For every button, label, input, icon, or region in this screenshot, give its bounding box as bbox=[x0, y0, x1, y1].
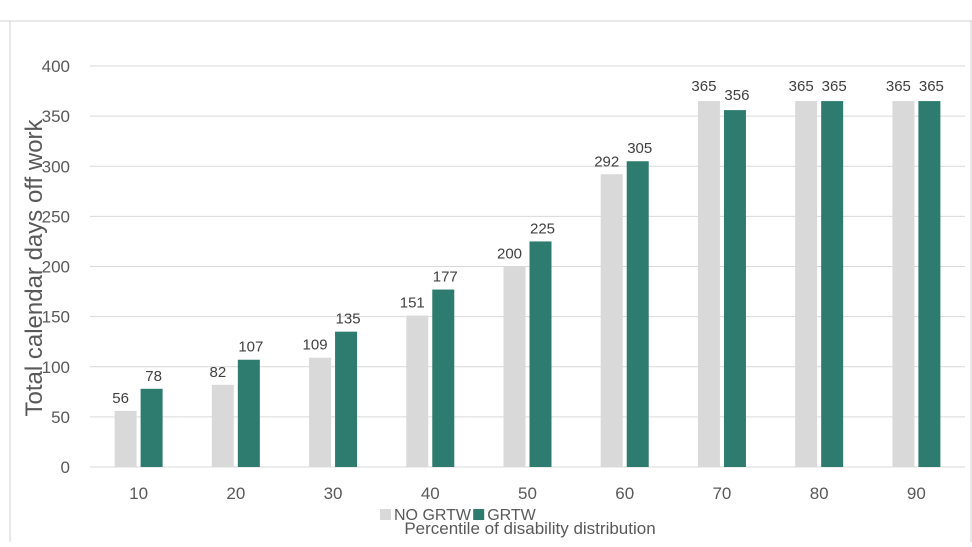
y-tick-label: 350 bbox=[42, 107, 70, 126]
x-tick-label: 50 bbox=[518, 484, 537, 503]
x-tick-label: 30 bbox=[324, 484, 343, 503]
data-label: 305 bbox=[627, 140, 652, 157]
data-label: 151 bbox=[400, 295, 425, 312]
legend: NO GRTW GRTW bbox=[380, 507, 537, 524]
bar-grtw bbox=[140, 388, 163, 467]
data-label: 365 bbox=[789, 78, 814, 95]
data-label: 365 bbox=[886, 78, 911, 95]
legend-swatch bbox=[473, 509, 485, 520]
bar-grtw bbox=[529, 241, 552, 467]
y-tick-label: 400 bbox=[42, 57, 70, 76]
y-tick-label: 150 bbox=[42, 308, 70, 327]
data-label: 135 bbox=[336, 311, 361, 328]
bar-grtw bbox=[626, 161, 649, 468]
bar-no-grtw bbox=[309, 357, 332, 467]
bar-grtw bbox=[821, 101, 844, 468]
data-label: 177 bbox=[433, 269, 458, 286]
data-label: 356 bbox=[724, 87, 749, 104]
y-tick-label: 200 bbox=[42, 258, 70, 277]
data-label: 82 bbox=[209, 364, 226, 381]
bars bbox=[114, 101, 941, 468]
data-label: 365 bbox=[822, 78, 847, 95]
x-tick-label: 60 bbox=[615, 484, 634, 503]
data-label: 225 bbox=[530, 220, 555, 237]
y-tick-label: 300 bbox=[42, 157, 70, 176]
bar-grtw bbox=[723, 110, 746, 468]
y-axis-ticks: 0 50 100 150 200 250 300 350 400 bbox=[42, 57, 70, 477]
bar-no-grtw bbox=[795, 101, 818, 468]
data-label: 292 bbox=[594, 153, 619, 170]
y-tick-label: 250 bbox=[42, 207, 70, 226]
x-axis-ticks: 10 20 30 40 50 60 70 80 90 bbox=[129, 484, 926, 503]
bar-grtw bbox=[335, 331, 358, 467]
bar-grtw bbox=[918, 101, 941, 468]
data-label: 365 bbox=[691, 78, 716, 95]
data-label: 365 bbox=[919, 78, 944, 95]
y-tick-label: 100 bbox=[42, 358, 70, 377]
data-label: 56 bbox=[112, 390, 129, 407]
bar-no-grtw bbox=[600, 174, 623, 467]
data-label: 107 bbox=[238, 339, 263, 356]
bar-no-grtw bbox=[503, 266, 526, 467]
data-label: 78 bbox=[145, 368, 162, 385]
y-axis-title: Total calendar days off work bbox=[21, 118, 48, 416]
bar-no-grtw bbox=[114, 410, 137, 467]
bar-grtw bbox=[432, 289, 455, 467]
y-tick-label: 50 bbox=[51, 408, 70, 427]
gridlines bbox=[90, 65, 965, 468]
y-tick-label: 0 bbox=[61, 458, 70, 477]
x-tick-label: 90 bbox=[907, 484, 926, 503]
data-labels: 56 78 82 107 109 135 151 177 200 225 292 305 365 356 3… bbox=[112, 78, 944, 407]
x-tick-label: 20 bbox=[226, 484, 245, 503]
x-tick-label: 40 bbox=[421, 484, 440, 503]
bar-no-grtw bbox=[697, 101, 720, 468]
legend-label: GRTW bbox=[487, 507, 536, 524]
bar-no-grtw bbox=[211, 384, 234, 467]
x-tick-label: 70 bbox=[712, 484, 731, 503]
bar-no-grtw bbox=[406, 315, 429, 467]
data-label: 109 bbox=[303, 337, 328, 354]
legend-label: NO GRTW bbox=[394, 507, 472, 524]
data-label: 200 bbox=[497, 246, 522, 263]
x-tick-label: 10 bbox=[129, 484, 148, 503]
x-tick-label: 80 bbox=[810, 484, 829, 503]
bar-grtw bbox=[237, 359, 260, 467]
x-axis-title: Percentile of disability distribution bbox=[404, 519, 655, 538]
legend-swatch bbox=[380, 509, 391, 520]
bar-no-grtw bbox=[892, 101, 915, 468]
